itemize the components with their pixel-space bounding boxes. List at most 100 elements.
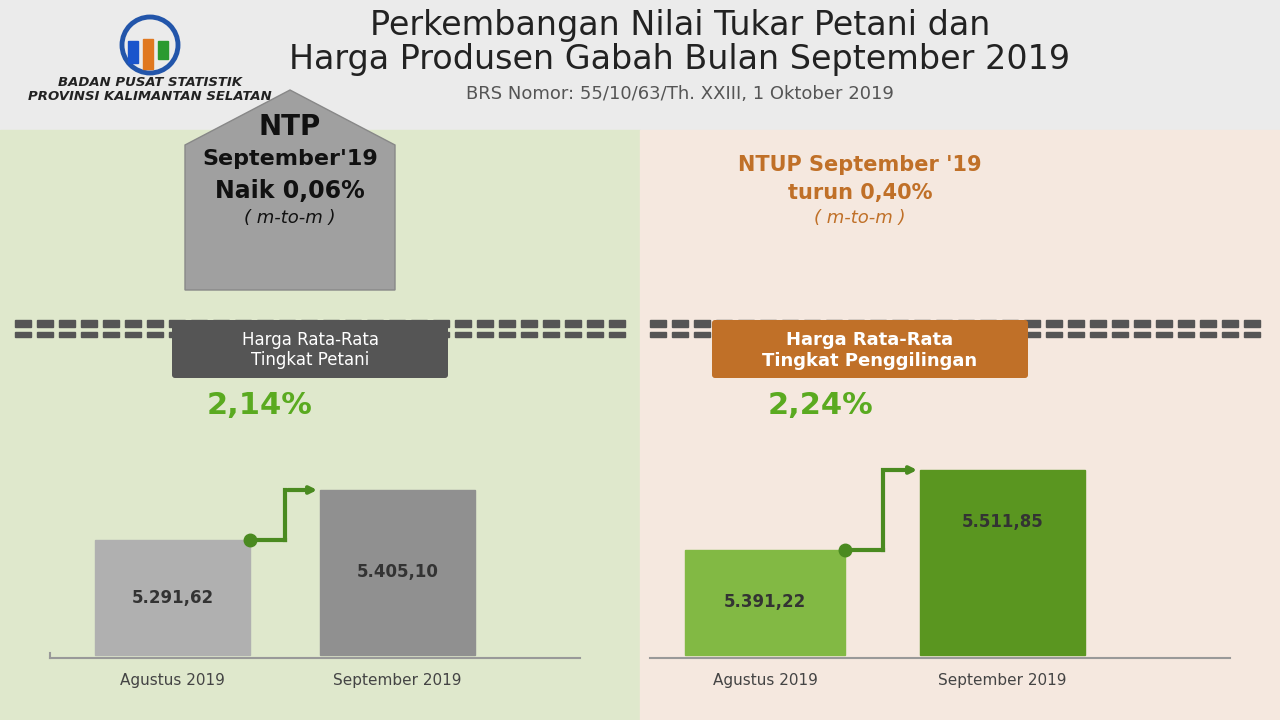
Bar xyxy=(760,332,776,337)
Bar xyxy=(914,332,931,337)
Bar xyxy=(81,332,97,337)
Text: PROVINSI KALIMANTAN SELATAN: PROVINSI KALIMANTAN SELATAN xyxy=(28,89,271,102)
Text: September 2019: September 2019 xyxy=(333,673,462,688)
Bar xyxy=(1244,320,1260,327)
Bar xyxy=(1002,320,1018,327)
Bar xyxy=(1222,332,1238,337)
Bar xyxy=(588,320,603,327)
Bar xyxy=(672,332,689,337)
Bar xyxy=(1091,320,1106,327)
Bar xyxy=(279,332,294,337)
Text: BRS Nomor: 55/10/63/Th. XXIII, 1 Oktober 2019: BRS Nomor: 55/10/63/Th. XXIII, 1 Oktober… xyxy=(466,85,893,103)
Bar xyxy=(609,320,625,327)
Bar xyxy=(143,39,154,69)
Bar xyxy=(782,332,797,337)
Bar xyxy=(1178,320,1194,327)
Bar xyxy=(694,320,710,327)
Bar xyxy=(102,332,119,337)
Text: Perkembangan Nilai Tukar Petani dan: Perkembangan Nilai Tukar Petani dan xyxy=(370,9,991,42)
Bar xyxy=(1156,332,1172,337)
Bar xyxy=(804,320,820,327)
Bar xyxy=(1002,332,1018,337)
Bar xyxy=(564,332,581,337)
Bar xyxy=(346,332,361,337)
Bar xyxy=(957,320,974,327)
Text: 2,24%: 2,24% xyxy=(767,390,873,420)
Bar xyxy=(212,320,229,327)
Text: Tingkat Petani: Tingkat Petani xyxy=(251,351,369,369)
Bar xyxy=(147,320,163,327)
Bar xyxy=(980,332,996,337)
Text: September'19: September'19 xyxy=(202,149,378,169)
Text: turun 0,40%: turun 0,40% xyxy=(787,183,932,203)
Text: 2,14%: 2,14% xyxy=(207,390,312,420)
Bar xyxy=(804,332,820,337)
Bar xyxy=(1244,332,1260,337)
Bar xyxy=(870,320,886,327)
Bar xyxy=(59,332,76,337)
Bar xyxy=(672,320,689,327)
Bar xyxy=(37,332,52,337)
Bar xyxy=(1046,332,1062,337)
Bar xyxy=(59,320,76,327)
Bar xyxy=(15,320,31,327)
Bar xyxy=(454,332,471,337)
Bar xyxy=(1134,332,1149,337)
Bar xyxy=(650,332,666,337)
Bar xyxy=(739,332,754,337)
Bar xyxy=(892,320,908,327)
Bar xyxy=(870,332,886,337)
Bar xyxy=(980,320,996,327)
Bar xyxy=(826,332,842,337)
Bar xyxy=(323,332,339,337)
Bar xyxy=(849,332,864,337)
Bar xyxy=(1201,320,1216,327)
Bar xyxy=(685,550,845,655)
Bar xyxy=(477,332,493,337)
Bar xyxy=(279,320,294,327)
Bar xyxy=(920,470,1085,655)
Bar xyxy=(191,332,207,337)
FancyBboxPatch shape xyxy=(172,320,448,378)
Text: 5.291,62: 5.291,62 xyxy=(132,588,214,606)
Bar xyxy=(1046,320,1062,327)
Bar xyxy=(301,320,317,327)
Bar xyxy=(367,332,383,337)
Bar xyxy=(716,332,732,337)
Bar xyxy=(147,332,163,337)
Bar xyxy=(367,320,383,327)
Bar xyxy=(849,320,864,327)
Text: ( m-to-m ): ( m-to-m ) xyxy=(814,209,906,227)
Bar xyxy=(694,332,710,337)
Bar xyxy=(521,320,538,327)
Bar xyxy=(301,332,317,337)
Text: 5.405,10: 5.405,10 xyxy=(357,564,439,582)
Bar xyxy=(125,332,141,337)
Bar xyxy=(433,320,449,327)
Text: Tingkat Penggilingan: Tingkat Penggilingan xyxy=(763,352,978,370)
Text: ( m-to-m ): ( m-to-m ) xyxy=(244,209,335,227)
Bar xyxy=(957,332,974,337)
Bar xyxy=(543,332,559,337)
Bar xyxy=(782,320,797,327)
Bar xyxy=(15,332,31,337)
Bar xyxy=(609,332,625,337)
Bar xyxy=(411,332,428,337)
Text: NTP: NTP xyxy=(259,113,321,141)
Text: Harga Produsen Gabah Bulan September 2019: Harga Produsen Gabah Bulan September 201… xyxy=(289,42,1070,76)
Bar xyxy=(1222,320,1238,327)
Bar xyxy=(564,320,581,327)
Bar xyxy=(739,320,754,327)
Bar xyxy=(37,320,52,327)
Bar xyxy=(236,332,251,337)
Text: 5.511,85: 5.511,85 xyxy=(961,513,1043,531)
Bar xyxy=(169,320,186,327)
Text: Naik 0,06%: Naik 0,06% xyxy=(215,179,365,203)
Bar xyxy=(914,320,931,327)
Text: Agustus 2019: Agustus 2019 xyxy=(713,673,818,688)
Bar xyxy=(346,320,361,327)
Bar xyxy=(191,320,207,327)
Bar xyxy=(650,320,666,327)
Bar xyxy=(95,540,250,655)
Text: NTUP September '19: NTUP September '19 xyxy=(739,155,982,175)
